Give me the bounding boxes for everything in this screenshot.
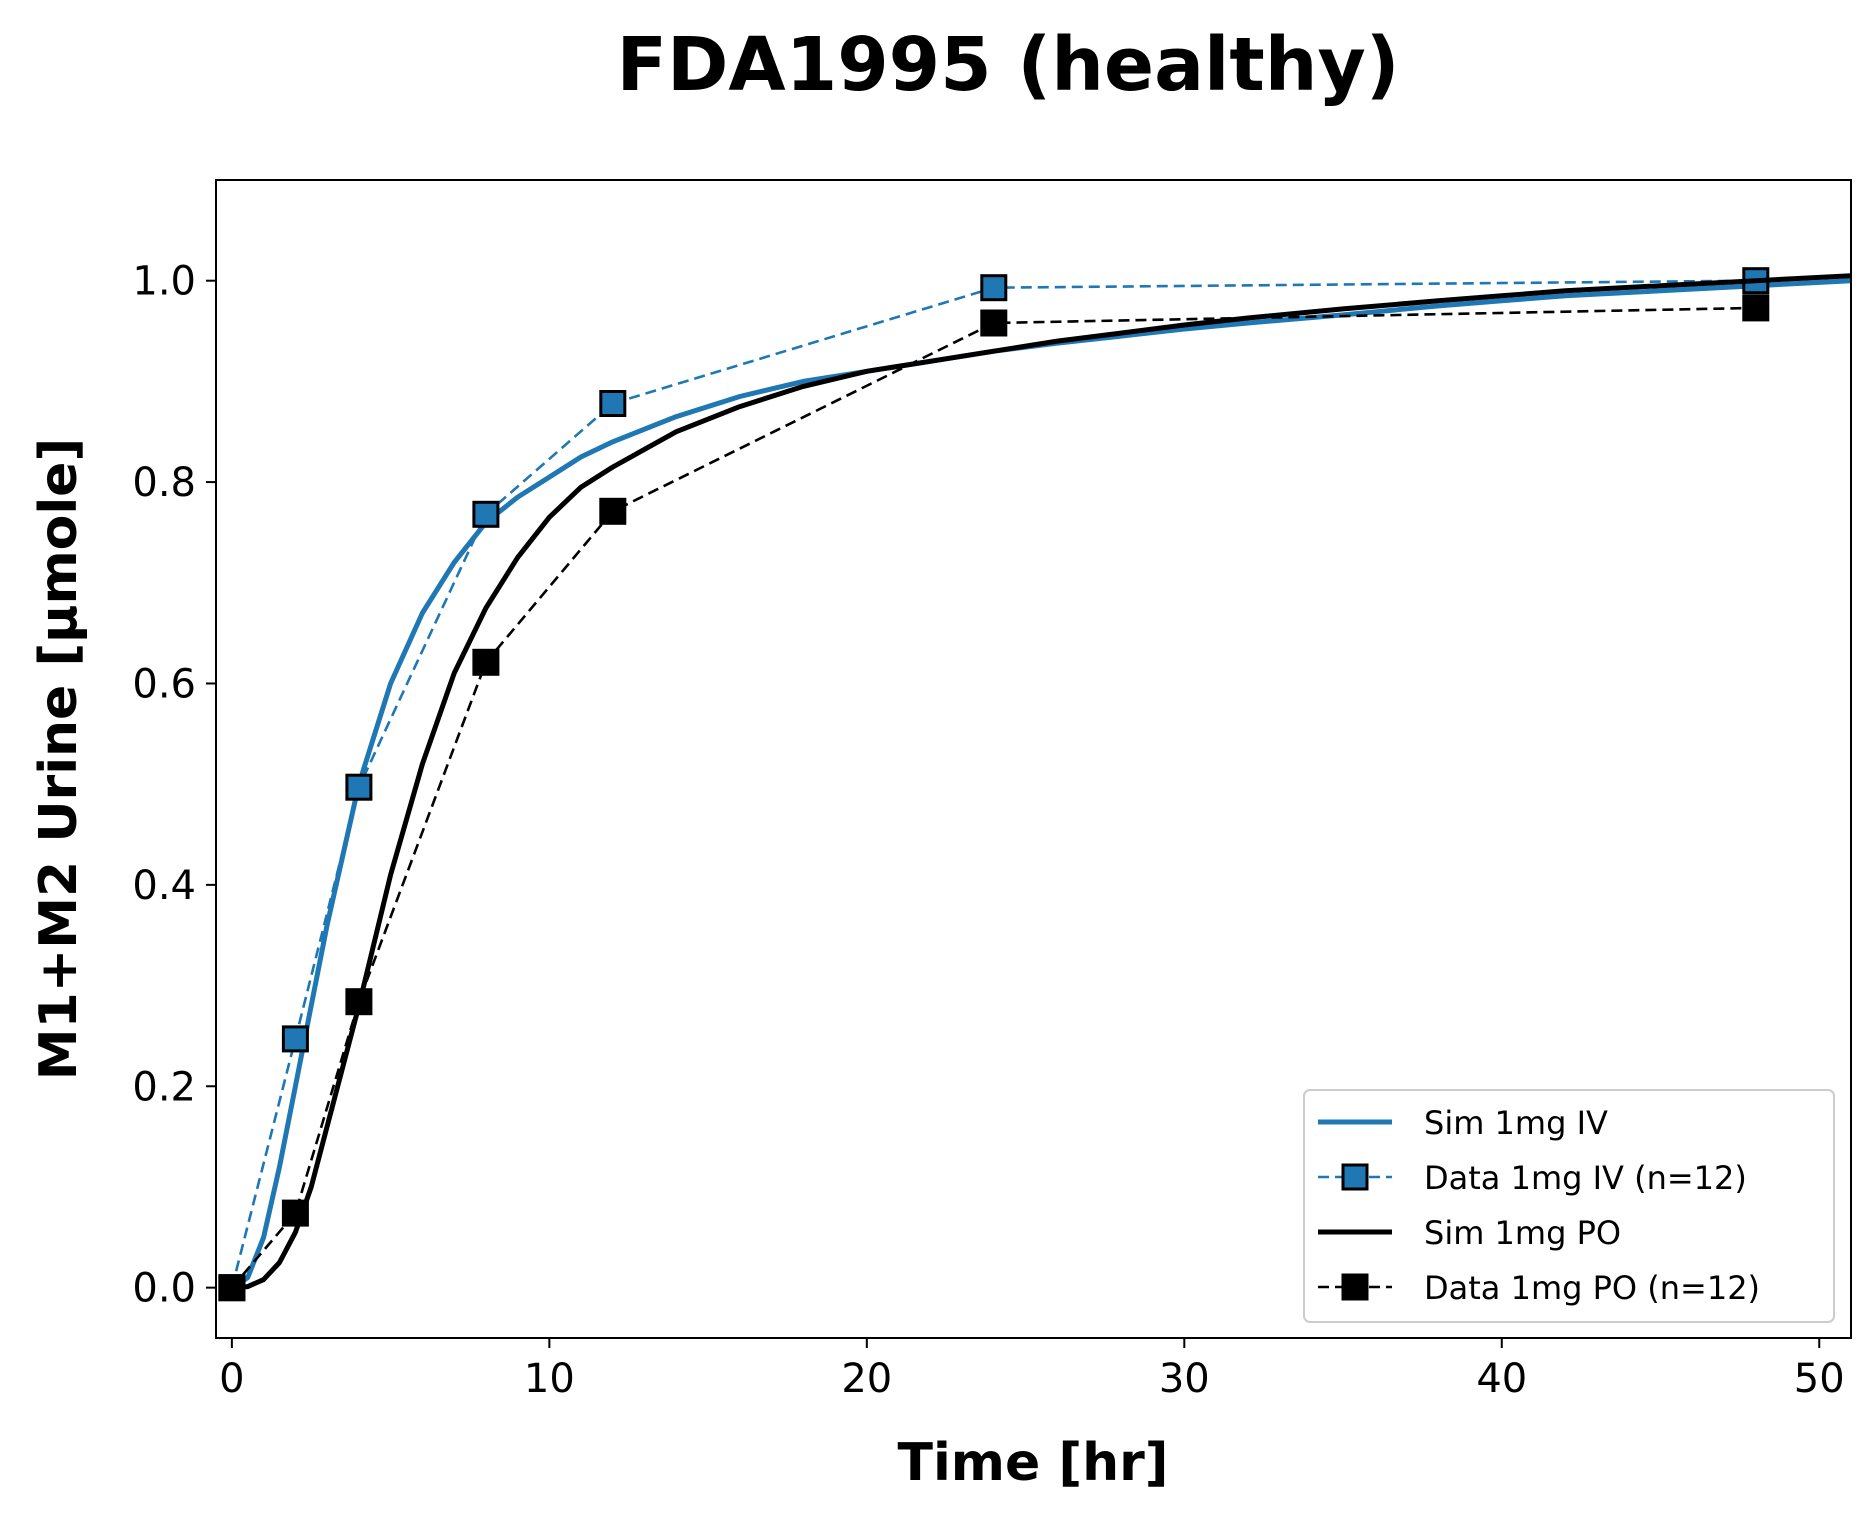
data-point-data-1mg-iv-n-12 [472, 500, 500, 528]
legend: Sim 1mg IV Data 1mg IV (n=12) Sim 1mg PO Da… [1303, 1089, 1835, 1323]
x-tick-label: 10 [524, 1356, 575, 1402]
data-point-data-1mg-po-n-12 [980, 309, 1008, 337]
data-point-data-1mg-iv-n-12 [980, 274, 1008, 302]
data-point-data-1mg-po-n-12 [218, 1274, 246, 1302]
legend-label-data-1mg-iv-n-12: Data 1mg IV (n=12) [1424, 1159, 1747, 1197]
data-point-data-1mg-po-n-12 [472, 648, 500, 676]
data-point-data-1mg-po-n-12 [1742, 294, 1770, 322]
x-tick-label: 40 [1476, 1356, 1527, 1402]
x-axis-label: Time [hr] [897, 1433, 1168, 1493]
y-tick-label: 0.2 [132, 1064, 196, 1110]
y-tick-label: 0.6 [132, 661, 196, 707]
axes: 0 10 20 30 40 50 0.0 0.2 0.4 0.6 0.8 1.0 [132, 179, 1852, 1402]
y-tick-label: 0.0 [132, 1266, 196, 1312]
y-tick-label: 0.8 [132, 460, 196, 506]
x-tick-label: 0 [219, 1356, 244, 1402]
y-tick-label: 0.4 [132, 863, 196, 909]
plot-frame [215, 179, 1852, 1339]
y-tick-label: 1.0 [132, 259, 196, 305]
data-point-data-1mg-po-n-12 [281, 1199, 309, 1227]
data-point-data-1mg-po-n-12 [345, 988, 373, 1016]
legend-marker-data-1mg-iv-n-12 [1341, 1163, 1369, 1191]
plot-area [218, 267, 1851, 1302]
legend-box [1303, 1089, 1835, 1323]
series-line-sim-1mg-iv [229, 278, 1851, 1291]
legend-label-sim-1mg-iv: Sim 1mg IV [1424, 1104, 1608, 1142]
x-tick-label: 50 [1794, 1356, 1845, 1402]
data-point-data-1mg-iv-n-12 [345, 773, 373, 801]
y-axis-label: M1+M2 Urine [µmole] [29, 438, 89, 1080]
data-point-data-1mg-iv-n-12 [281, 1025, 309, 1053]
x-tick-label: 20 [841, 1356, 892, 1402]
series-group [218, 267, 1851, 1302]
data-point-data-1mg-iv-n-12 [599, 390, 627, 417]
x-tick-label: 30 [1159, 1356, 1210, 1402]
series-line-sim-1mg-po [229, 273, 1851, 1291]
legend-label-sim-1mg-po: Sim 1mg PO [1424, 1214, 1621, 1252]
legend-marker-data-1mg-po-n-12 [1341, 1273, 1369, 1301]
data-point-data-1mg-po-n-12 [599, 497, 627, 525]
chart-title: FDA1995 (healthy) [616, 22, 1399, 108]
legend-label-data-1mg-po-n-12: Data 1mg PO (n=12) [1424, 1269, 1760, 1307]
